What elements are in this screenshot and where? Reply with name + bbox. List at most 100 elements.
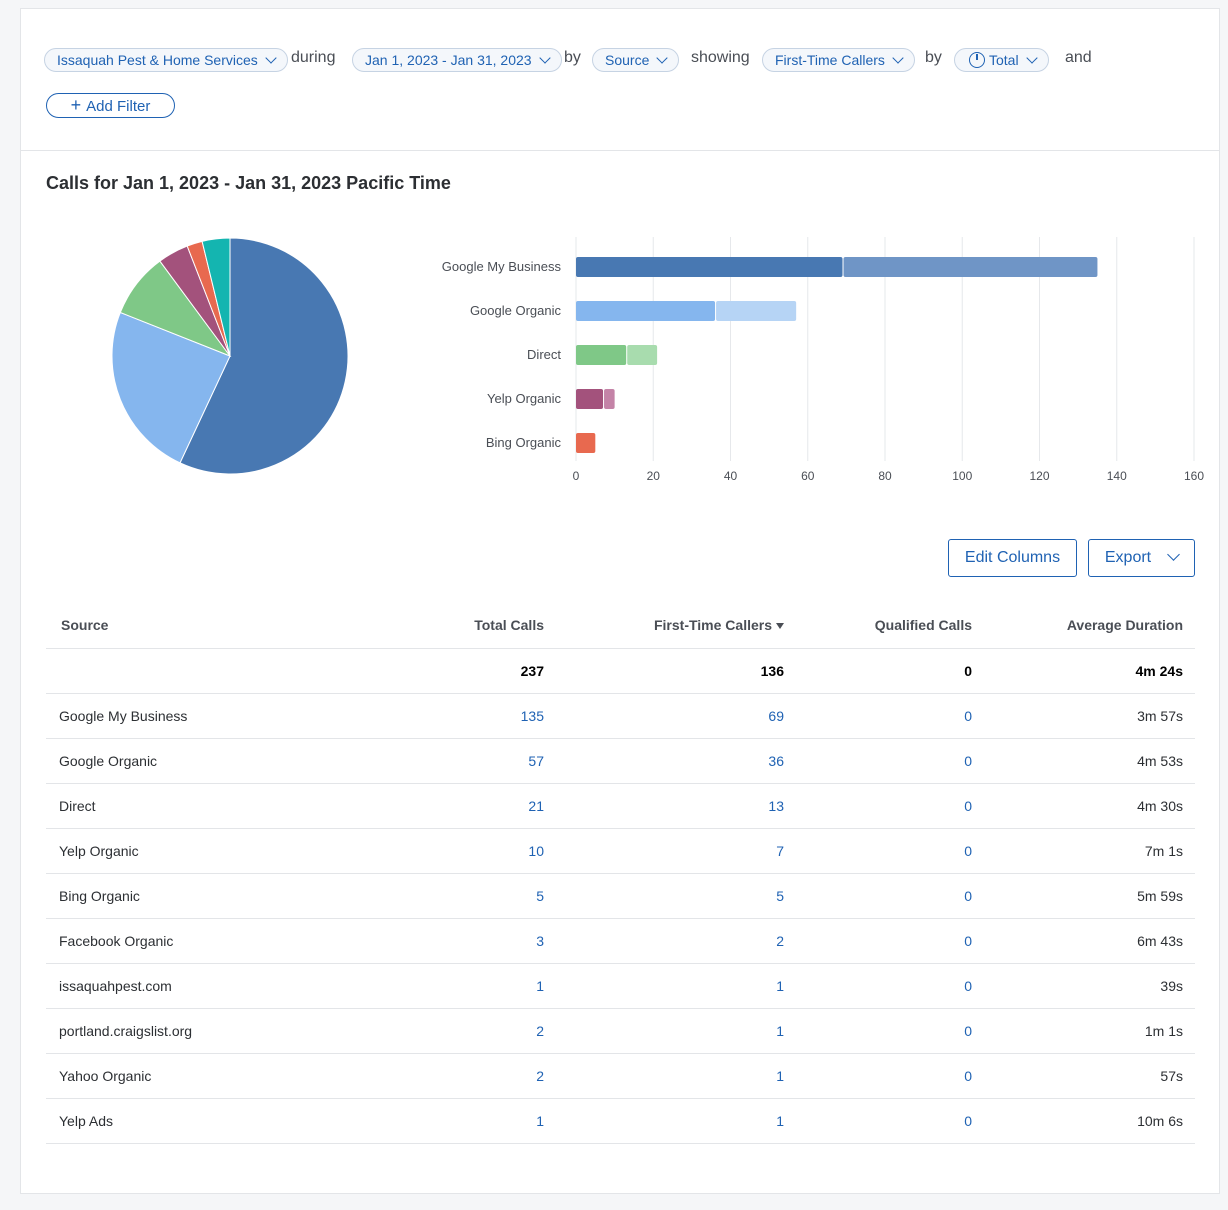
x-tick-label: 0	[573, 469, 580, 483]
totals-source	[46, 648, 376, 694]
breakdown-dropdown[interactable]: Total	[954, 48, 1049, 72]
bar-google-my-business-segment-2[interactable]	[843, 257, 1098, 277]
table-row: issaquahpest.com 1 1 0 39s	[46, 963, 1195, 1009]
sort-desc-icon	[776, 623, 784, 630]
row-first-time-callers[interactable]: 1	[556, 1053, 796, 1099]
clock-icon	[969, 52, 985, 68]
col-average-duration[interactable]: Average Duration	[984, 603, 1195, 649]
row-total-calls[interactable]: 1	[376, 1098, 556, 1144]
table-row: Yelp Ads 1 1 0 10m 6s	[46, 1098, 1195, 1144]
bar-yelp-organic-segment-2[interactable]	[604, 389, 615, 409]
table-row: Yahoo Organic 2 1 0 57s	[46, 1053, 1195, 1099]
export-button[interactable]: Export	[1088, 539, 1195, 577]
row-qualified-calls[interactable]: 0	[796, 693, 984, 739]
totals-row: 237 136 0 4m 24s	[46, 648, 1195, 694]
bar-direct-segment-2[interactable]	[627, 345, 658, 365]
col-first-time-callers[interactable]: First-Time Callers	[556, 603, 796, 649]
totals-first-time-callers: 136	[556, 648, 796, 694]
row-qualified-calls[interactable]: 0	[796, 1098, 984, 1144]
bar-category-label: Google My Business	[442, 259, 562, 274]
row-qualified-calls[interactable]: 0	[796, 1008, 984, 1054]
row-total-calls[interactable]: 10	[376, 828, 556, 874]
totals-total-calls: 237	[376, 648, 556, 694]
chevron-down-icon	[265, 52, 277, 64]
row-total-calls[interactable]: 57	[376, 738, 556, 784]
table-row: portland.craigslist.org 2 1 0 1m 1s	[46, 1008, 1195, 1054]
row-total-calls[interactable]: 5	[376, 873, 556, 919]
table-row: Yelp Organic 10 7 0 7m 1s	[46, 828, 1195, 874]
bar-bing-organic-segment-1[interactable]	[576, 433, 596, 453]
account-label: Issaquah Pest & Home Services	[57, 52, 258, 68]
row-qualified-calls[interactable]: 0	[796, 783, 984, 829]
row-qualified-calls[interactable]: 0	[796, 1053, 984, 1099]
breakdown-label: Total	[989, 52, 1019, 68]
row-first-time-callers[interactable]: 1	[556, 1098, 796, 1144]
row-source: Yelp Ads	[46, 1098, 376, 1144]
row-total-calls[interactable]: 1	[376, 963, 556, 1009]
pie-slice-google-organic[interactable]	[111, 311, 231, 464]
bar-google-my-business-segment-1[interactable]	[576, 257, 843, 277]
row-first-time-callers[interactable]: 7	[556, 828, 796, 874]
account-dropdown[interactable]: Issaquah Pest & Home Services	[44, 48, 288, 72]
x-tick-label: 100	[952, 469, 972, 483]
col-qualified-calls[interactable]: Qualified Calls	[796, 603, 984, 649]
row-total-calls[interactable]: 2	[376, 1008, 556, 1054]
add-filter-label: Add Filter	[86, 98, 151, 115]
edit-columns-button[interactable]: Edit Columns	[948, 539, 1077, 577]
bar-direct-segment-1[interactable]	[576, 345, 627, 365]
bar-category-label: Google Organic	[470, 303, 562, 318]
bar-google-organic-segment-2[interactable]	[716, 301, 797, 321]
pie-slice-google-my-business[interactable]	[179, 237, 349, 475]
x-tick-label: 120	[1029, 469, 1049, 483]
row-first-time-callers[interactable]: 1	[556, 1008, 796, 1054]
row-source: issaquahpest.com	[46, 963, 376, 1009]
row-qualified-calls[interactable]: 0	[796, 918, 984, 964]
row-average-duration: 6m 43s	[984, 918, 1195, 964]
row-total-calls[interactable]: 135	[376, 693, 556, 739]
chevron-down-icon	[1167, 548, 1180, 561]
row-first-time-callers[interactable]: 69	[556, 693, 796, 739]
row-qualified-calls[interactable]: 0	[796, 963, 984, 1009]
calls-table: Source Total Calls First-Time Callers Qu…	[46, 603, 1195, 1144]
row-first-time-callers[interactable]: 1	[556, 963, 796, 1009]
totals-average-duration: 4m 24s	[984, 648, 1195, 694]
pie-chart	[111, 237, 349, 475]
row-average-duration: 4m 30s	[984, 783, 1195, 829]
table-row: Facebook Organic 3 2 0 6m 43s	[46, 918, 1195, 964]
table-header-row: Source Total Calls First-Time Callers Qu…	[46, 603, 1195, 649]
row-source: portland.craigslist.org	[46, 1008, 376, 1054]
table-row: Google My Business 135 69 0 3m 57s	[46, 693, 1195, 739]
date-range-dropdown[interactable]: Jan 1, 2023 - Jan 31, 2023	[352, 48, 562, 72]
row-first-time-callers[interactable]: 13	[556, 783, 796, 829]
chevron-down-icon	[656, 52, 669, 64]
pie-slice-other[interactable]	[201, 237, 231, 357]
row-first-time-callers[interactable]: 2	[556, 918, 796, 964]
bar-yelp-organic-segment-1[interactable]	[576, 389, 604, 409]
row-total-calls[interactable]: 21	[376, 783, 556, 829]
metric-dropdown[interactable]: First-Time Callers	[762, 48, 915, 72]
row-first-time-callers[interactable]: 5	[556, 873, 796, 919]
group-by-dropdown[interactable]: Source	[592, 48, 680, 72]
row-source: Facebook Organic	[46, 918, 376, 964]
col-source[interactable]: Source	[46, 603, 376, 649]
row-average-duration: 7m 1s	[984, 828, 1195, 874]
plus-icon: +	[70, 95, 82, 115]
during-text: during	[291, 49, 336, 66]
add-filter-button[interactable]: + Add Filter	[46, 93, 175, 118]
row-qualified-calls[interactable]: 0	[796, 828, 984, 874]
x-tick-label: 140	[1107, 469, 1127, 483]
row-qualified-calls[interactable]: 0	[796, 738, 984, 784]
x-tick-label: 40	[724, 469, 738, 483]
row-first-time-callers[interactable]: 36	[556, 738, 796, 784]
row-average-duration: 10m 6s	[984, 1098, 1195, 1144]
by-text-2: by	[925, 49, 942, 66]
totals-qualified-calls: 0	[796, 648, 984, 694]
row-total-calls[interactable]: 3	[376, 918, 556, 964]
bar-google-organic-segment-1[interactable]	[576, 301, 716, 321]
row-source: Google Organic	[46, 738, 376, 784]
row-qualified-calls[interactable]: 0	[796, 873, 984, 919]
row-total-calls[interactable]: 2	[376, 1053, 556, 1099]
and-text: and	[1065, 49, 1092, 66]
table-row: Direct 21 13 0 4m 30s	[46, 783, 1195, 829]
col-total-calls[interactable]: Total Calls	[376, 603, 556, 649]
